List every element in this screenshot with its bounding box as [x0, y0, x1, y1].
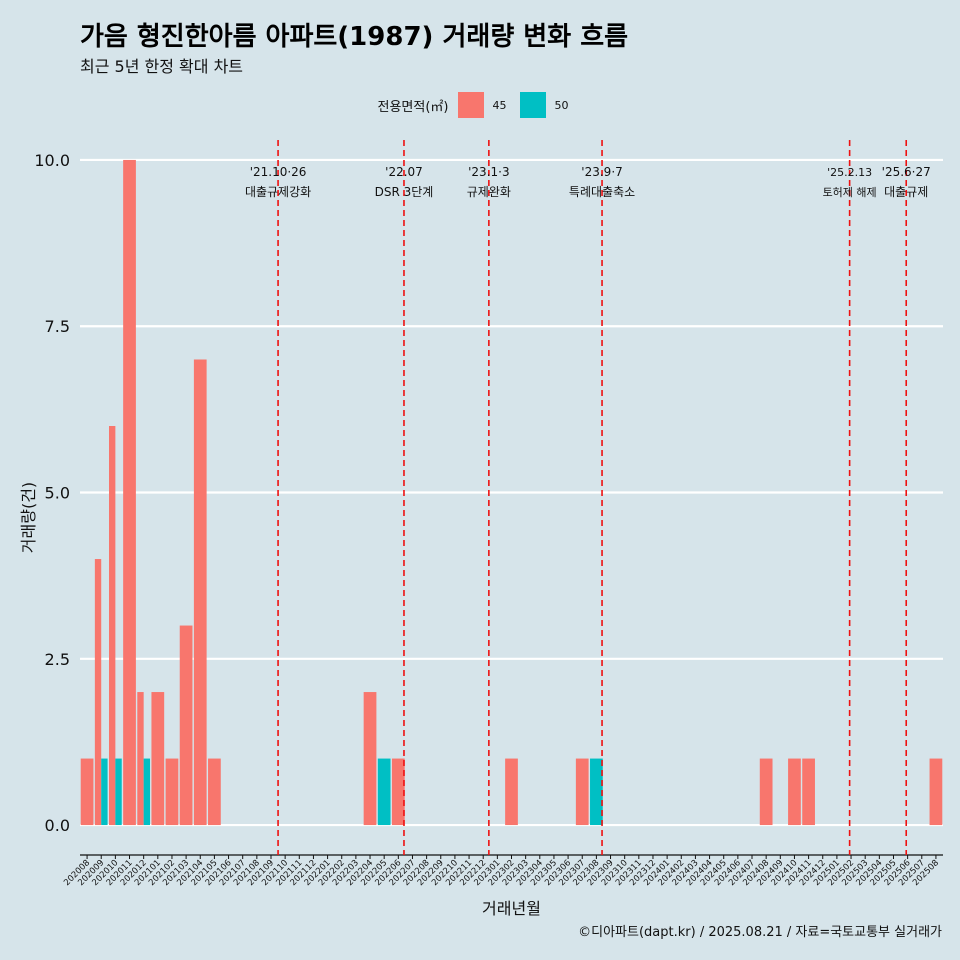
- bar-50-202205: [377, 758, 391, 826]
- y-tick-label: 10.0: [34, 151, 70, 170]
- event-text-label: 대출규제강화: [245, 185, 311, 199]
- bar-50-202009: [101, 758, 108, 826]
- y-axis-title: 거래량(건): [19, 482, 38, 553]
- legend-key-45: [458, 92, 485, 118]
- bar-45-202410: [788, 758, 801, 826]
- y-tick-label: 2.5: [45, 650, 70, 669]
- bar-50-202308: [590, 758, 603, 826]
- event-date-label: '23.1·3: [468, 165, 509, 179]
- bar-45-202105: [208, 758, 221, 826]
- bar-45-202102: [165, 758, 179, 826]
- bar-45-202408: [759, 758, 773, 826]
- event-text-label: 규제완화: [467, 185, 511, 199]
- event-date-label: '22.07: [385, 165, 423, 179]
- legend-key-50: [520, 92, 547, 118]
- event-text-label: DSR 3단계: [375, 185, 434, 199]
- y-tick-label: 5.0: [45, 484, 70, 503]
- event-date-label: '23.9·7: [581, 165, 622, 179]
- bar-45-202411: [802, 758, 815, 826]
- legend: 전용면적(㎡) 45 50: [0, 92, 960, 118]
- bar-45-202302: [505, 758, 518, 826]
- bar-45-202012: [137, 692, 144, 826]
- bar-45-202008: [80, 758, 94, 826]
- legend-title: 전용면적(㎡): [377, 99, 449, 115]
- legend-label-45: 45: [492, 98, 507, 112]
- bar-45-202101: [151, 692, 165, 826]
- event-text-label: 특례대출축소: [569, 185, 635, 199]
- chart-title: 가음 형진한아름 아파트(1987) 거래량 변화 흐름: [80, 22, 629, 52]
- event-text-label: 대출규제: [884, 185, 928, 199]
- bar-45-202307: [575, 758, 589, 826]
- event-text-label: 토허제 해제: [823, 185, 877, 199]
- bar-45-202508: [929, 758, 943, 826]
- caption: ©디아파트(dapt.kr) / 2025.08.21 / 자료=국토교통부 실…: [578, 925, 942, 940]
- bar-45-202009: [94, 559, 102, 826]
- legend-label-50: 50: [554, 98, 569, 112]
- bar-45-202103: [179, 625, 193, 826]
- event-date-label: '25.2.13: [827, 166, 872, 179]
- y-tick-label: 0.0: [45, 816, 70, 835]
- bar-45-202206: [391, 758, 405, 826]
- bar-45-202011: [123, 159, 136, 826]
- event-date-label: '25.6·27: [882, 165, 931, 179]
- bar-45-202104: [193, 359, 207, 826]
- bar-50-202010: [115, 758, 122, 826]
- event-date-label: '21.10·26: [250, 165, 307, 179]
- chart-subtitle: 최근 5년 한정 확대 차트: [80, 57, 244, 76]
- bar-45-202204: [363, 692, 377, 826]
- bar-50-202012: [143, 758, 151, 826]
- bar-45-202010: [109, 426, 116, 826]
- x-axis-title: 거래년월: [482, 899, 541, 918]
- y-tick-label: 7.5: [45, 317, 70, 336]
